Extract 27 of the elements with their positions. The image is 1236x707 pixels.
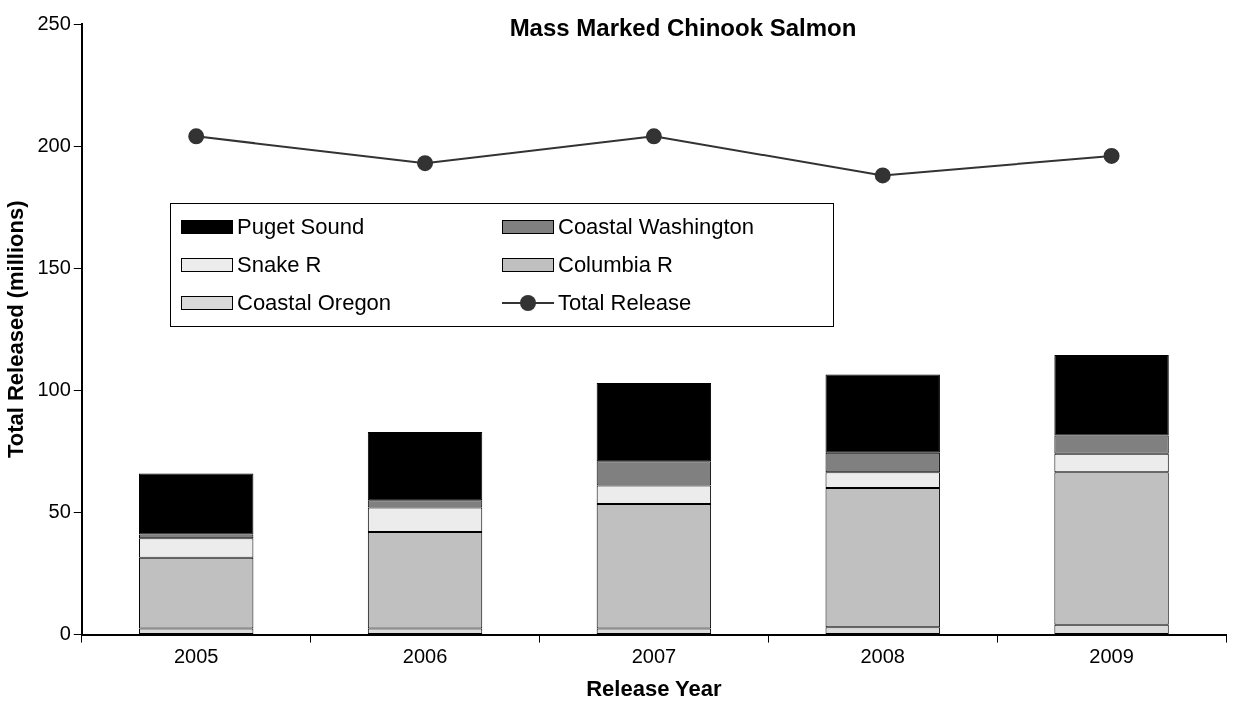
legend-label: Snake R (237, 252, 322, 278)
legend-label: Total Release (558, 290, 692, 316)
point (645, 128, 662, 145)
y-tick-label: 150 (37, 255, 71, 278)
x-axis-title: Release Year (586, 675, 723, 701)
y-tick-label: 100 (37, 377, 71, 400)
y-tick-label: 0 (59, 622, 71, 645)
x-tick-label: 2009 (1089, 645, 1134, 668)
bar (1054, 354, 1169, 436)
legend-label: Coastal Oregon (237, 290, 392, 316)
point (874, 167, 891, 184)
point (188, 128, 205, 145)
chart-title: Mass Marked Chinook Salmon (508, 14, 858, 42)
y-axis-title: Total Released (millions) (3, 200, 29, 459)
x-tick-label: 2007 (631, 645, 677, 668)
legend-label: Puget Sound (237, 214, 365, 240)
x-tick-label: 2006 (402, 645, 448, 668)
y-tick-label: 200 (37, 133, 71, 156)
y-tick-label: 50 (48, 500, 71, 522)
legend-label: Columbia R (558, 252, 673, 278)
x-tick-label: 2005 (173, 645, 219, 668)
bar (138, 473, 254, 535)
x-tick-label: 2008 (860, 645, 905, 668)
point (1103, 147, 1120, 164)
point (417, 155, 434, 172)
legend-label: Coastal Washington (558, 214, 755, 240)
y-tick-label: 250 (37, 11, 71, 34)
